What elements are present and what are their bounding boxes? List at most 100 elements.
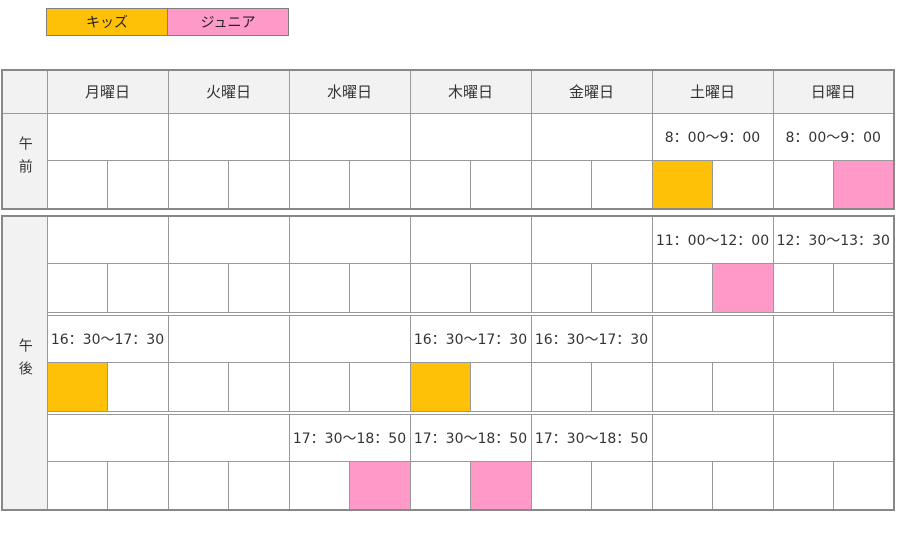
schedule-cell: [591, 460, 653, 511]
time-slot: 17：30～18：50: [530, 413, 653, 462]
schedule-cell: [46, 460, 108, 511]
schedule-cell: [530, 460, 592, 511]
schedule-cell: [349, 460, 411, 511]
legend-item-junior: ジュニア: [167, 8, 289, 36]
time-slot: [288, 112, 411, 161]
time-slot: 11：00～12：00: [651, 215, 774, 264]
schedule-cell: [833, 361, 895, 412]
schedule-cell: [772, 262, 834, 313]
legend-item-kids: キッズ: [46, 8, 168, 36]
day-header-monday: 月曜日: [46, 69, 169, 114]
schedule-cell: [349, 159, 411, 210]
schedule-cell: [470, 361, 532, 412]
day-header-tuesday: 火曜日: [167, 69, 290, 114]
schedule-cell: [470, 460, 532, 511]
schedule-cell: [591, 159, 653, 210]
schedule-cell: [107, 460, 169, 511]
schedule-cell: [167, 460, 229, 511]
morning-label-text: 午前: [16, 135, 33, 182]
time-slot: [167, 413, 290, 462]
day-header-friday: 金曜日: [530, 69, 653, 114]
schedule-cell: [651, 262, 713, 313]
schedule-cell: [288, 460, 350, 511]
schedule-cell: [470, 159, 532, 210]
time-slot: [651, 314, 774, 363]
schedule-cell: [530, 361, 592, 412]
schedule-cell: [772, 361, 834, 412]
time-slot: [772, 314, 895, 363]
time-slot: 8：00～9：00: [651, 112, 774, 161]
afternoon-label-text: 午後: [16, 338, 33, 384]
schedule-cell: [591, 262, 653, 313]
schedule-cell: [712, 361, 774, 412]
schedule-cell: [591, 361, 653, 412]
time-slot: [46, 112, 169, 161]
time-slot: 8：00～9：00: [772, 112, 895, 161]
legend-junior-label: ジュニア: [200, 15, 256, 31]
time-slot: 16：30～17：30: [530, 314, 653, 363]
time-slot: [530, 215, 653, 264]
day-header-wednesday: 水曜日: [288, 69, 411, 114]
time-slot: 17：30～18：50: [409, 413, 532, 462]
time-slot: 17：30～18：50: [288, 413, 411, 462]
schedule-cell: [651, 460, 713, 511]
schedule-cell: [409, 159, 471, 210]
schedule-cell: [712, 159, 774, 210]
time-slot: [409, 215, 532, 264]
section-label-afternoon: 午後: [1, 215, 48, 511]
time-slot: [409, 112, 532, 161]
schedule-cell: [772, 159, 834, 210]
schedule-cell: [46, 361, 108, 412]
morning-fill-row: [2, 159, 895, 210]
day-header-saturday: 土曜日: [651, 69, 774, 114]
afternoon-time-row-1: 午後 11：00～12：00 12：30～13：30: [1, 215, 895, 511]
schedule-cell: [288, 361, 350, 412]
day-header-thursday: 木曜日: [409, 69, 532, 114]
section-label-morning: 午前: [1, 112, 48, 210]
schedule-cell: [470, 262, 532, 313]
schedule-cell: [107, 262, 169, 313]
schedule-cell: [712, 460, 774, 511]
schedule-cell: [46, 262, 108, 313]
legend: キッズ ジュニア: [46, 8, 900, 36]
schedule-cell: [712, 262, 774, 313]
corner-cell: [1, 69, 48, 114]
schedule-cell: [349, 361, 411, 412]
time-slot: [167, 215, 290, 264]
schedule-cell: [167, 159, 229, 210]
time-slot: 16：30～17：30: [409, 314, 532, 363]
schedule-cell: [530, 262, 592, 313]
schedule-cell: [409, 361, 471, 412]
schedule-cell: [228, 262, 290, 313]
time-slot: [772, 413, 895, 462]
day-header-row: 月曜日 火曜日 水曜日 木曜日 金曜日 土曜日 日曜日: [1, 69, 895, 114]
afternoon-fill-row-3: [2, 460, 895, 511]
afternoon-fill-row-2: [2, 361, 895, 412]
schedule-cell: [530, 159, 592, 210]
time-slot: [288, 314, 411, 363]
schedule-cell: [167, 262, 229, 313]
afternoon-fill-row-1: [2, 262, 895, 313]
schedule-cell: [228, 159, 290, 210]
schedule-cell: [409, 262, 471, 313]
schedule-cell: [833, 262, 895, 313]
schedule-cell: [228, 460, 290, 511]
schedule-cell: [288, 262, 350, 313]
time-slot: 16：30～17：30: [46, 314, 169, 363]
time-slot: [530, 112, 653, 161]
legend-kids-label: キッズ: [86, 15, 128, 31]
time-slot: [167, 314, 290, 363]
time-slot: [288, 215, 411, 264]
time-slot: 12：30～13：30: [772, 215, 895, 264]
day-header-sunday: 日曜日: [772, 69, 895, 114]
time-slot: [651, 413, 774, 462]
schedule-cell: [107, 361, 169, 412]
afternoon-time-row-2: 16：30～17：30 16：30～17：30 16：30～17：30: [2, 314, 895, 363]
schedule-cell: [833, 159, 895, 210]
schedule-cell: [46, 159, 108, 210]
schedule-cell: [651, 361, 713, 412]
schedule-cell: [833, 460, 895, 511]
schedule-cell: [772, 460, 834, 511]
time-slot: [46, 215, 169, 264]
schedule-cell: [651, 159, 713, 210]
